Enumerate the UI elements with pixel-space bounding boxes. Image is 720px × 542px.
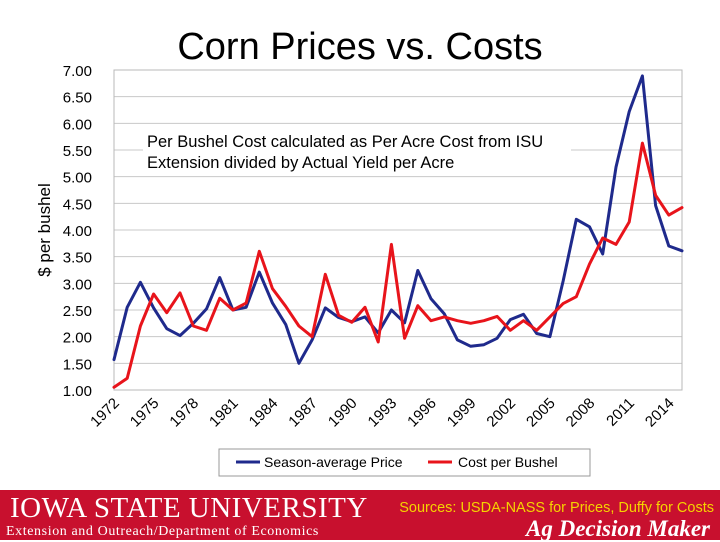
chart-annotation: Per Bushel Cost calculated as Per Acre C… <box>143 132 571 174</box>
y-tick-label: 1.50 <box>63 356 92 373</box>
footer-banner: Iowa State University Extension and Outr… <box>0 490 720 541</box>
legend-label: Cost per Bushel <box>458 454 558 470</box>
y-tick-label: 5.50 <box>63 143 92 160</box>
y-tick-label: 1.00 <box>63 383 92 400</box>
program-logo: Ag Decision Maker <box>526 516 710 541</box>
legend-label: Season-average Price <box>264 454 403 470</box>
series-line <box>112 141 684 389</box>
y-tick-label: 6.00 <box>63 116 92 133</box>
x-tick-label: 1978 <box>166 395 202 431</box>
x-tick-label: 1972 <box>87 395 123 431</box>
line-chart: 1.00 1.50 2.00 2.50 3.00 3.50 4.00 4.50 5.00 5.50… <box>35 63 684 477</box>
y-tick-label: 4.50 <box>63 196 92 213</box>
x-tick-label: 2005 <box>523 395 559 431</box>
x-tick-label: 1999 <box>444 395 480 431</box>
y-tick-label: 4.00 <box>63 223 92 240</box>
university-wordmark: Iowa State University <box>10 492 368 524</box>
x-tick-label: 2014 <box>642 395 678 431</box>
x-tick-label: 1975 <box>127 395 163 431</box>
y-axis-label: $ per bushel <box>35 183 54 277</box>
x-tick-label: 1993 <box>365 395 401 431</box>
chart-series <box>112 74 684 389</box>
x-tick-label: 2011 <box>603 395 638 430</box>
y-tick-label: 5.00 <box>63 170 92 187</box>
x-tick-label: 1984 <box>246 395 282 431</box>
y-tick-label: 3.00 <box>63 276 92 293</box>
x-tick-label: 2008 <box>563 395 599 431</box>
y-axis-ticks: 1.00 1.50 2.00 2.50 3.00 3.50 4.00 4.50 5.00 5.50… <box>63 63 92 400</box>
x-axis-ticks: 1972 1975 1978 1981 1984 1987 1990 1993 1996 1999… <box>87 395 677 431</box>
chart-gridlines <box>114 69 682 391</box>
plot-area <box>113 69 683 391</box>
series-line <box>112 74 684 365</box>
chart-legend: Season-average Price Cost per Bushel <box>218 448 591 477</box>
department-label: Extension and Outreach/Department of Eco… <box>6 524 319 539</box>
legend-box <box>218 448 591 477</box>
y-tick-label: 3.50 <box>63 250 92 267</box>
x-tick-label: 1987 <box>285 395 321 431</box>
y-tick-label: 6.50 <box>63 90 92 107</box>
x-tick-label: 1996 <box>404 395 440 431</box>
y-tick-label: 2.00 <box>63 330 92 347</box>
y-tick-label: 7.00 <box>63 63 92 80</box>
x-tick-label: 1990 <box>325 395 361 431</box>
y-tick-label: 2.50 <box>63 303 92 320</box>
chart-title: Corn Prices vs. Costs <box>177 26 543 68</box>
x-tick-label: 1981 <box>206 395 242 431</box>
x-tick-label: 2002 <box>483 395 519 431</box>
sources-note: Sources: USDA-NASS for Prices, Duffy for… <box>399 500 714 516</box>
